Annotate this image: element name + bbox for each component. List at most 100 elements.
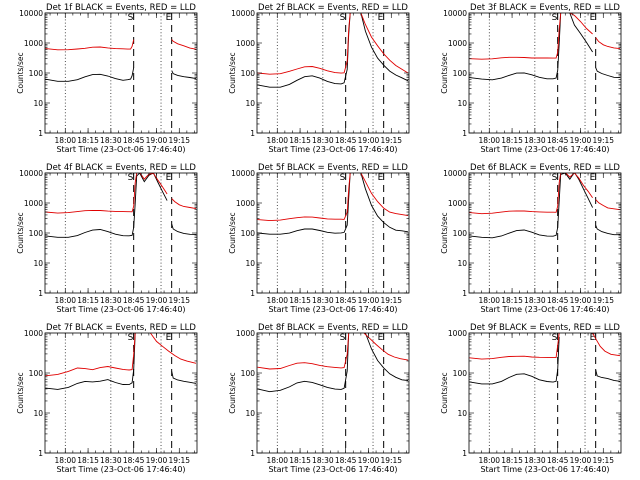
x-tick-label: 18:00 (54, 456, 76, 465)
y-tick-label: 1000 (236, 39, 255, 48)
x-tick-label: 18:30 (100, 136, 122, 145)
y-tick-label: 100 (241, 369, 256, 378)
x-tick-label: 19:00 (146, 456, 168, 465)
marker-label: E (590, 13, 596, 23)
events-series-line (360, 173, 409, 233)
events-series-line (569, 13, 593, 53)
lld-series-line (257, 13, 351, 75)
x-tick-label: 18:30 (524, 136, 546, 145)
x-tick-label: 18:30 (312, 296, 334, 305)
marker-label: S (552, 173, 558, 183)
x-axis-label: Start Time (23-Oct-06 17:46:40) (480, 305, 609, 314)
lld-series-line (469, 173, 562, 215)
panel-title: Det 9f BLACK = Events, RED = LLD (470, 323, 620, 333)
y-tick-label: 10 (457, 409, 467, 418)
events-series-line (595, 67, 621, 79)
y-tick-label: 1 (250, 289, 255, 298)
x-axis-label: Start Time (23-Oct-06 17:46:40) (56, 465, 185, 474)
x-tick-label: 18:15 (289, 296, 311, 305)
lld-series-line (469, 13, 562, 60)
y-tick-label: 1 (250, 129, 255, 138)
events-series-line (45, 67, 135, 82)
y-tick-label: 1 (38, 289, 43, 298)
x-tick-label: 19:15 (592, 136, 614, 145)
events-series-line (171, 70, 197, 80)
y-tick-label: 10 (245, 409, 255, 418)
y-tick-label: 10 (33, 99, 43, 108)
x-tick-label: 19:15 (380, 296, 402, 305)
y-axis-label: Counts/sec (228, 212, 237, 253)
marker-label: E (378, 173, 384, 183)
x-tick-label: 18:30 (312, 456, 334, 465)
events-series-line (469, 13, 562, 81)
marker-label: S (340, 333, 346, 343)
x-tick-label: 18:15 (501, 456, 523, 465)
x-tick-label: 18:15 (77, 296, 99, 305)
lld-series-line (595, 37, 621, 50)
marker-label: E (166, 333, 172, 343)
events-series-line (257, 333, 350, 393)
events-series-line (595, 225, 620, 236)
events-series-line (360, 13, 409, 82)
x-axis-label: Start Time (23-Oct-06 17:46:40) (480, 465, 609, 474)
panel-title: Det 3f BLACK = Events, RED = LLD (470, 3, 620, 13)
lld-series-line (363, 333, 409, 361)
x-tick-label: 18:45 (335, 296, 357, 305)
y-tick-label: 10000 (19, 9, 43, 18)
x-tick-label: 18:00 (478, 456, 500, 465)
y-axis-label: Counts/sec (228, 372, 237, 413)
events-series-line (45, 175, 138, 238)
y-axis-label: Counts/sec (440, 212, 449, 253)
marker-label: S (340, 173, 346, 183)
panel-title: Det 7f BLACK = Events, RED = LLD (46, 323, 196, 333)
plot-frame (256, 12, 410, 134)
x-tick-label: 18:00 (54, 136, 76, 145)
panel-title: Det 8f BLACK = Events, RED = LLD (258, 323, 408, 333)
y-tick-label: 1 (462, 289, 467, 298)
panel-title: Det 6f BLACK = Events, RED = LLD (470, 163, 620, 173)
marker-label: S (128, 13, 134, 23)
marker-label: S (340, 13, 346, 23)
y-axis-label: Counts/sec (440, 372, 449, 413)
events-series-line (364, 333, 409, 381)
events-series-line (560, 173, 594, 208)
y-tick-label: 100 (241, 229, 256, 238)
x-axis-label: Start Time (23-Oct-06 17:46:40) (268, 145, 397, 154)
x-tick-label: 18:15 (77, 136, 99, 145)
lld-series-line (171, 39, 197, 50)
y-tick-label: 10 (245, 259, 255, 268)
y-tick-label: 100 (453, 369, 468, 378)
y-tick-label: 1 (250, 449, 255, 458)
y-tick-label: 10 (457, 259, 467, 268)
events-series-line (469, 174, 562, 239)
y-tick-label: 100 (29, 369, 44, 378)
x-tick-label: 18:45 (547, 296, 569, 305)
y-tick-label: 1 (38, 449, 43, 458)
y-tick-label: 100 (453, 69, 468, 78)
y-tick-label: 1000 (236, 329, 255, 338)
lld-series-line (171, 198, 197, 210)
marker-label: E (378, 13, 384, 23)
y-tick-label: 10 (245, 99, 255, 108)
x-tick-label: 18:45 (123, 296, 145, 305)
events-series-line (257, 173, 351, 235)
events-series-line (171, 371, 197, 384)
lld-series-line (257, 173, 351, 222)
x-tick-label: 18:15 (501, 296, 523, 305)
x-axis-label: Start Time (23-Oct-06 17:46:40) (268, 305, 397, 314)
y-tick-label: 100 (29, 229, 44, 238)
lld-series-line (45, 173, 138, 214)
marker-label: E (166, 173, 172, 183)
x-tick-label: 18:30 (312, 136, 334, 145)
y-tick-label: 10000 (443, 169, 467, 178)
x-tick-label: 18:45 (335, 136, 357, 145)
x-tick-label: 18:30 (100, 296, 122, 305)
lld-series-line (150, 333, 197, 364)
x-axis-label: Start Time (23-Oct-06 17:46:40) (56, 305, 185, 314)
y-tick-label: 1 (462, 449, 467, 458)
